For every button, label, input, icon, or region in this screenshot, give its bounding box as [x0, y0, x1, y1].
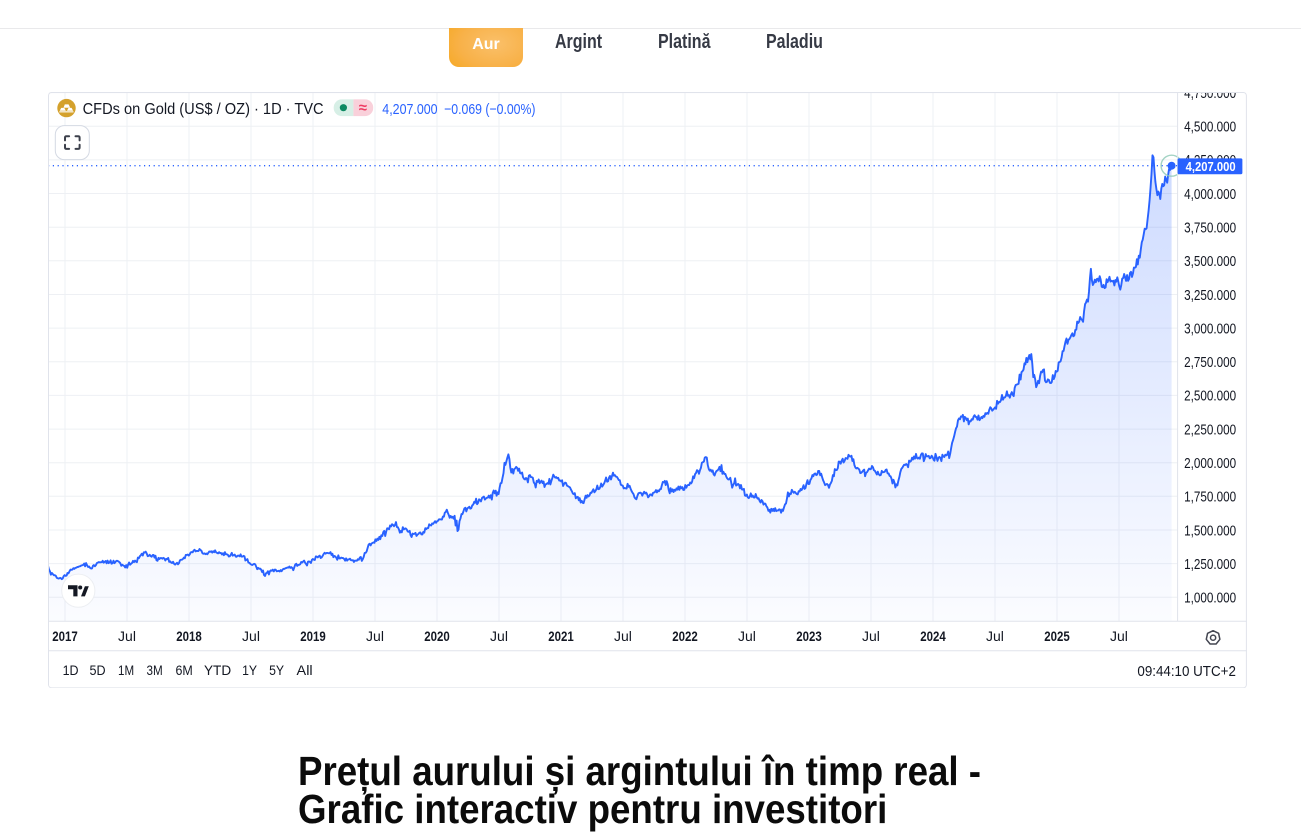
- svg-text:2021: 2021: [549, 628, 575, 644]
- svg-text:YTD: YTD: [204, 662, 231, 678]
- svg-text:3,750.000: 3,750.000: [1184, 220, 1236, 236]
- svg-text:Jul: Jul: [242, 628, 260, 644]
- svg-text:2023: 2023: [797, 628, 823, 644]
- svg-text:1,250.000: 1,250.000: [1184, 557, 1236, 573]
- svg-text:1M: 1M: [118, 662, 134, 678]
- svg-text:3,250.000: 3,250.000: [1184, 288, 1236, 304]
- svg-text:2,750.000: 2,750.000: [1184, 355, 1236, 371]
- svg-text:2019: 2019: [301, 628, 327, 644]
- svg-text:−0.069 (−0.00%): −0.069 (−0.00%): [444, 101, 535, 118]
- svg-text:Jul: Jul: [738, 628, 756, 644]
- svg-text:09:44:10 UTC+2: 09:44:10 UTC+2: [1138, 663, 1236, 680]
- svg-text:1,000.000: 1,000.000: [1184, 590, 1236, 606]
- svg-text:2025: 2025: [1045, 628, 1071, 644]
- svg-text:4,207.000: 4,207.000: [383, 101, 438, 118]
- svg-text:All: All: [297, 662, 313, 678]
- svg-text:3M: 3M: [147, 662, 163, 678]
- svg-text:2017: 2017: [53, 628, 79, 644]
- svg-text:Jul: Jul: [1110, 628, 1128, 644]
- svg-text:5Y: 5Y: [269, 662, 285, 678]
- svg-text:4,000.000: 4,000.000: [1184, 187, 1236, 203]
- svg-text:2020: 2020: [425, 628, 451, 644]
- svg-text:4,500.000: 4,500.000: [1184, 119, 1236, 135]
- svg-text:6M: 6M: [176, 662, 193, 678]
- svg-text:Jul: Jul: [862, 628, 880, 644]
- svg-text:4,207.000: 4,207.000: [1186, 159, 1236, 174]
- svg-text:1Y: 1Y: [242, 662, 258, 678]
- svg-text:4,750.000: 4,750.000: [1184, 92, 1236, 102]
- svg-text:3,000.000: 3,000.000: [1184, 321, 1236, 337]
- svg-text:1D: 1D: [63, 662, 79, 678]
- svg-text:5D: 5D: [90, 662, 106, 678]
- svg-text:2022: 2022: [673, 628, 699, 644]
- svg-text:Jul: Jul: [614, 628, 632, 644]
- svg-text:2018: 2018: [177, 628, 203, 644]
- svg-text:3,500.000: 3,500.000: [1184, 254, 1236, 270]
- svg-text:1,750.000: 1,750.000: [1184, 489, 1236, 505]
- svg-text:1,500.000: 1,500.000: [1184, 523, 1236, 539]
- svg-text:CFDs on Gold (US$ / OZ) · 1D ·: CFDs on Gold (US$ / OZ) · 1D · TVC: [83, 101, 324, 118]
- svg-text:Jul: Jul: [366, 628, 384, 644]
- svg-text:≈: ≈: [359, 99, 367, 116]
- svg-text:Jul: Jul: [986, 628, 1004, 644]
- svg-text:2,250.000: 2,250.000: [1184, 422, 1236, 438]
- svg-text:Jul: Jul: [118, 628, 136, 644]
- svg-text:Jul: Jul: [490, 628, 508, 644]
- svg-text:2,500.000: 2,500.000: [1184, 388, 1236, 404]
- svg-text:2,000.000: 2,000.000: [1184, 456, 1236, 472]
- svg-text:2024: 2024: [921, 628, 947, 644]
